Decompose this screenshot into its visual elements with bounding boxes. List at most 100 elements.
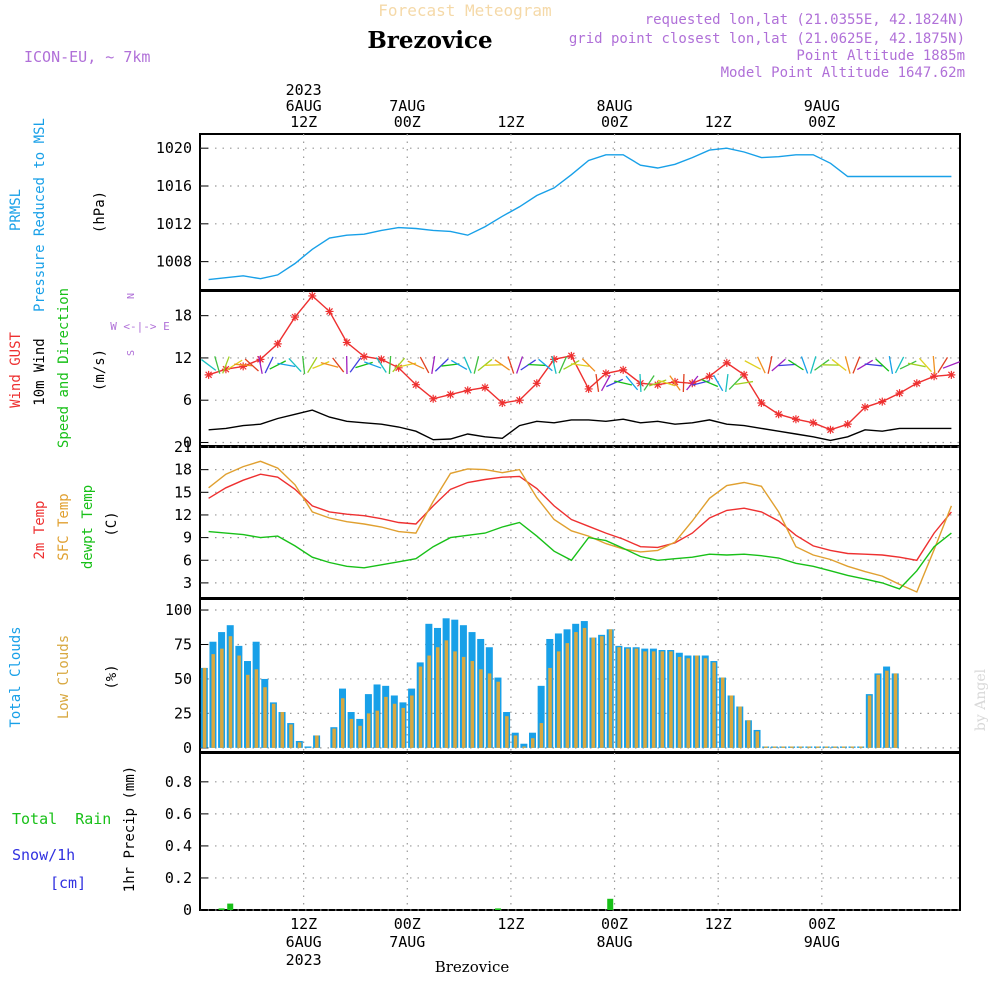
gust-marker [723, 359, 731, 367]
low-cloud-bar [410, 695, 414, 747]
y-tick-label: 9 [183, 529, 192, 547]
panel-frame [200, 134, 960, 290]
gust-marker [757, 399, 765, 407]
gust-marker [826, 426, 834, 434]
wind-arrow [640, 374, 641, 392]
y-tick-label: 1020 [156, 139, 192, 157]
low-cloud-bar [246, 675, 250, 748]
time-label-bottom: 12Z [705, 915, 732, 933]
gridpoint-coords: grid point closest lon,lat (21.0625E, 42… [569, 31, 965, 47]
gust-marker [844, 420, 852, 428]
wind-arrow [933, 356, 935, 374]
t2m-line [209, 474, 952, 560]
model-label: ICON-EU, ~ 7km [24, 48, 150, 66]
low-cloud-bar [548, 668, 552, 748]
gust-marker [377, 355, 385, 363]
low-cloud-bar [617, 647, 621, 748]
prmsl-subtitle: Pressure Reduced to MSL [32, 118, 48, 312]
gust-marker [619, 366, 627, 374]
y-tick-label: 1016 [156, 177, 192, 195]
wind-arrow [778, 364, 796, 365]
low-cloud-bar [229, 636, 233, 748]
low-cloud-bar [842, 746, 846, 747]
low-cloud-bar [237, 656, 241, 748]
wind-arrow [726, 374, 728, 392]
wind-arrow [714, 375, 723, 391]
prmsl-unit: (hPa) [92, 191, 108, 233]
wind-arrow [614, 381, 632, 385]
time-label-top: 00Z [601, 113, 628, 131]
sfc-label: SFC Temp [56, 493, 72, 560]
rain-bar [495, 908, 501, 910]
wind-arrow [596, 374, 599, 392]
wind-arrow [683, 374, 684, 392]
wind-arrow [889, 356, 892, 374]
wind-plot [201, 292, 959, 440]
y-tick-label: 1012 [156, 215, 192, 233]
low-cloud-bar [894, 673, 898, 747]
prmsl-line [209, 148, 952, 279]
wind-arrow [908, 363, 926, 366]
time-label-bottom: 00Z [394, 915, 421, 933]
wind-arrow [626, 376, 638, 390]
low-cloud-bar [609, 629, 613, 748]
panel-frame [200, 753, 960, 910]
wind-arrow [559, 357, 566, 373]
y-tick-label: 12 [174, 349, 192, 367]
gust-marker [274, 340, 282, 348]
gust-marker [947, 371, 955, 379]
wind-arrow [389, 356, 390, 374]
y-tick-label: 100 [165, 601, 192, 619]
y-tick-label: 12 [174, 506, 192, 524]
gust-marker [446, 391, 454, 399]
location-title: Brezovice [367, 27, 492, 54]
wind-arrow [350, 358, 361, 373]
low-cloud-bar [643, 651, 647, 747]
low-cloud-bar [401, 708, 405, 748]
gust-marker [429, 395, 437, 403]
product-title: Forecast Meteogram [378, 1, 551, 20]
y-tick-label: 25 [174, 704, 192, 722]
time-label-bottom: 2023 [286, 951, 322, 969]
low-cloud-bar [678, 657, 682, 748]
gust-marker [205, 371, 213, 379]
model-altitude: Model Point Altitude 1647.62m [721, 65, 965, 81]
precip-axis-label: 1hr Precip (mm) [122, 766, 138, 892]
low-cloud-bar [661, 651, 665, 747]
wind-arrow [308, 357, 317, 372]
rain-label: Total Rain [12, 810, 111, 828]
wind-arrow [938, 357, 948, 372]
low-cloud-bar [367, 713, 371, 747]
gust-marker [343, 338, 351, 346]
wind-arrow [201, 360, 215, 371]
low-cloud-bar [445, 640, 449, 748]
low-cloud-bar [574, 632, 578, 748]
t2m-label: 2m Temp [32, 500, 48, 559]
precip-plot [219, 899, 614, 910]
low-cloud-bar [479, 669, 483, 748]
clouds-plot [201, 618, 899, 748]
low-cloud-bar [298, 742, 302, 748]
gust-marker [878, 398, 886, 406]
wind-arrow [485, 365, 503, 366]
low-cloud-bar [462, 657, 466, 748]
low-cloud-bar [315, 735, 319, 747]
wind-arrow [474, 356, 478, 373]
low-cloud-bar [505, 716, 509, 748]
low-cloud-bar [695, 656, 699, 748]
y-tick-label: 0.8 [165, 773, 192, 791]
gust-marker [930, 372, 938, 380]
low-cloud-bar [220, 649, 224, 748]
low-cloud-bar [263, 687, 267, 748]
low-cloud-bar [514, 735, 518, 747]
low-cloud-bar [203, 668, 207, 748]
wind-arrow [768, 356, 772, 374]
y-tick-label: 50 [174, 670, 192, 688]
gust-marker [464, 386, 472, 394]
y-tick-label: 3 [183, 574, 192, 592]
wind-arrow [517, 356, 523, 373]
time-label-bottom: 12Z [290, 915, 317, 933]
wind-arrow [811, 356, 816, 373]
wind-arrow [895, 357, 903, 373]
